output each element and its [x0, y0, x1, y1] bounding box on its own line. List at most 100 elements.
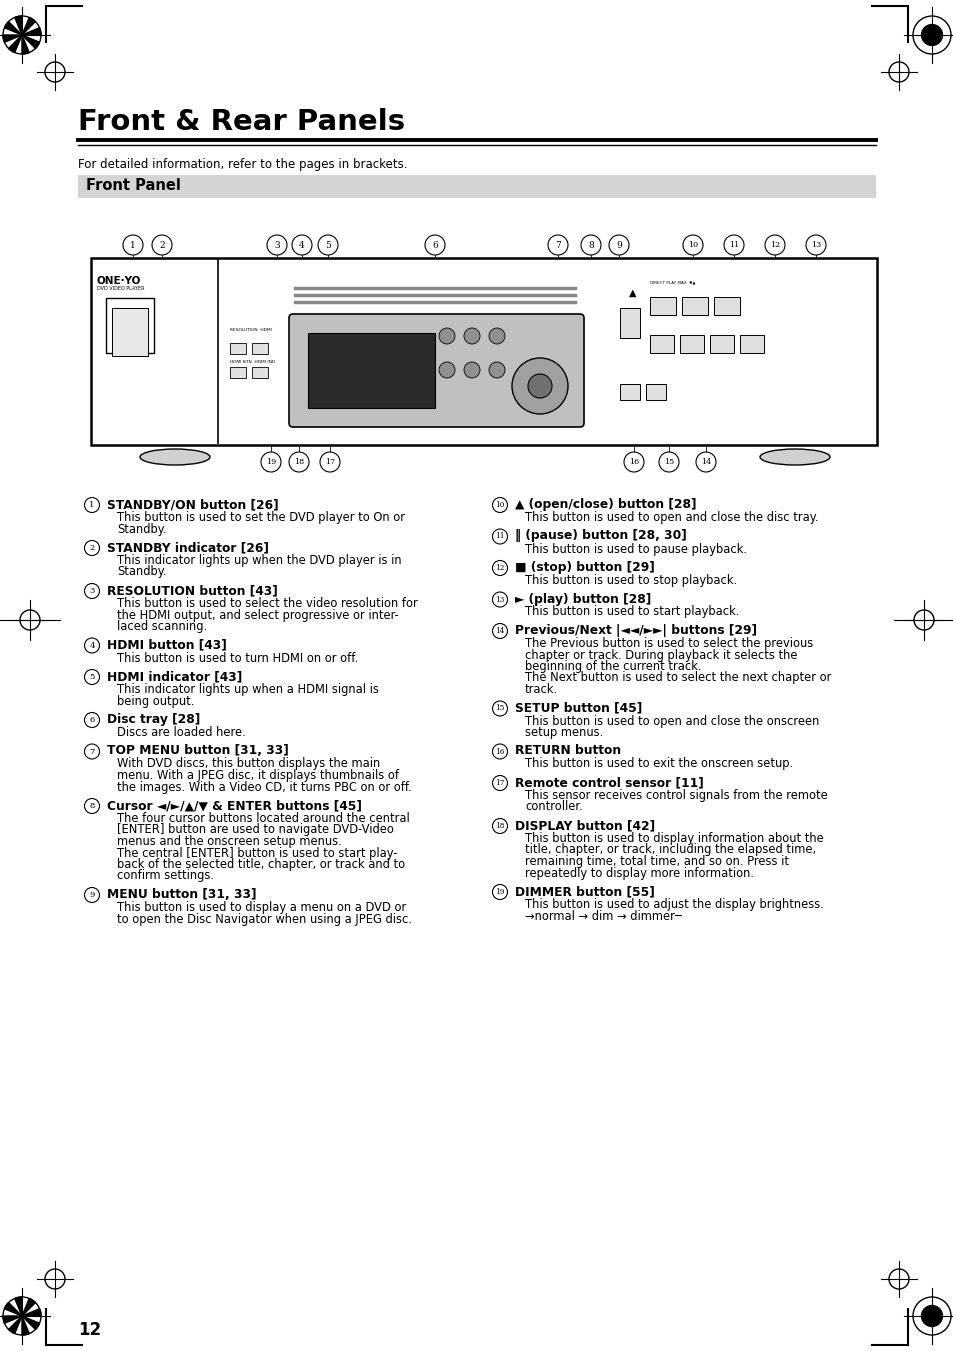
Wedge shape — [14, 16, 22, 35]
Text: ▲ (open/close) button [28]: ▲ (open/close) button [28] — [515, 499, 696, 511]
Bar — [252, 343, 268, 354]
Text: This button is used to display information about the: This button is used to display informati… — [524, 832, 822, 844]
Text: 16: 16 — [628, 458, 639, 466]
Text: →normal → dim → dimmer─: →normal → dim → dimmer─ — [524, 909, 681, 923]
Bar — [649, 335, 673, 353]
Text: 16: 16 — [495, 747, 504, 755]
Text: 12: 12 — [769, 240, 780, 249]
Text: 8: 8 — [587, 240, 594, 250]
Text: SETUP button [45]: SETUP button [45] — [515, 701, 641, 715]
Wedge shape — [3, 1316, 22, 1323]
Circle shape — [682, 235, 702, 255]
Circle shape — [85, 497, 99, 512]
Text: 12: 12 — [78, 1321, 101, 1339]
Text: This button is used to open and close the onscreen: This button is used to open and close th… — [524, 715, 819, 727]
Circle shape — [921, 1305, 942, 1327]
Text: Standby.: Standby. — [117, 566, 167, 578]
Circle shape — [292, 235, 312, 255]
Text: 17: 17 — [325, 458, 335, 466]
Bar — [106, 299, 153, 353]
Text: chapter or track. During playback it selects the: chapter or track. During playback it sel… — [524, 648, 797, 662]
Text: Previous/Next |◄◄/►►| buttons [29]: Previous/Next |◄◄/►►| buttons [29] — [515, 624, 757, 638]
Text: This button is used to pause playback.: This button is used to pause playback. — [524, 543, 746, 555]
Circle shape — [85, 638, 99, 653]
Circle shape — [123, 235, 143, 255]
Text: This indicator lights up when a HDMI signal is: This indicator lights up when a HDMI sig… — [117, 684, 378, 696]
Circle shape — [608, 235, 628, 255]
Text: The Previous button is used to select the previous: The Previous button is used to select th… — [524, 638, 812, 650]
Text: 19: 19 — [266, 458, 275, 466]
Circle shape — [438, 328, 455, 345]
Text: This button is used to open and close the disc tray.: This button is used to open and close th… — [524, 511, 818, 524]
Text: With DVD discs, this button displays the main: With DVD discs, this button displays the… — [117, 758, 380, 770]
Text: 4: 4 — [90, 642, 94, 650]
Bar — [645, 384, 665, 400]
Text: being output.: being output. — [117, 694, 194, 708]
Circle shape — [85, 712, 99, 727]
Bar — [308, 332, 435, 408]
Text: 5: 5 — [325, 240, 331, 250]
Bar — [112, 308, 148, 357]
Wedge shape — [9, 35, 22, 53]
Text: 7: 7 — [555, 240, 560, 250]
Circle shape — [463, 362, 479, 378]
Text: track.: track. — [524, 684, 558, 696]
Circle shape — [492, 497, 507, 512]
Bar — [649, 297, 676, 315]
Bar — [713, 297, 740, 315]
Text: HDMI button [43]: HDMI button [43] — [107, 639, 227, 651]
Text: This sensor receives control signals from the remote: This sensor receives control signals fro… — [524, 789, 827, 802]
Circle shape — [85, 540, 99, 555]
Text: 7: 7 — [90, 747, 94, 755]
Wedge shape — [22, 1316, 30, 1335]
Text: 14: 14 — [700, 458, 710, 466]
Text: Remote control sensor [11]: Remote control sensor [11] — [515, 775, 703, 789]
Circle shape — [85, 888, 99, 902]
Circle shape — [152, 235, 172, 255]
Text: RETURN button: RETURN button — [515, 744, 620, 758]
Text: 4: 4 — [299, 240, 305, 250]
Text: This button is used to select the video resolution for: This button is used to select the video … — [117, 597, 417, 611]
Bar — [740, 335, 763, 353]
Circle shape — [85, 798, 99, 813]
Text: HDMI indicator [43]: HDMI indicator [43] — [107, 670, 242, 684]
Circle shape — [424, 235, 444, 255]
Circle shape — [512, 358, 567, 413]
Bar — [679, 335, 703, 353]
Text: Disc tray [28]: Disc tray [28] — [107, 713, 200, 725]
Circle shape — [85, 744, 99, 759]
Text: back of the selected title, chapter, or track and to: back of the selected title, chapter, or … — [117, 858, 405, 871]
Text: DIMMER button [55]: DIMMER button [55] — [515, 885, 654, 898]
Text: TOP MENU button [31, 33]: TOP MENU button [31, 33] — [107, 744, 289, 758]
Text: ■ (stop) button [29]: ■ (stop) button [29] — [515, 561, 654, 574]
Text: This indicator lights up when the DVD player is in: This indicator lights up when the DVD pl… — [117, 554, 401, 567]
Text: to open the Disc Navigator when using a JPEG disc.: to open the Disc Navigator when using a … — [117, 912, 412, 925]
Wedge shape — [22, 28, 41, 35]
Text: Front & Rear Panels: Front & Rear Panels — [78, 108, 405, 136]
Circle shape — [463, 328, 479, 345]
Circle shape — [492, 561, 507, 576]
Text: Discs are loaded here.: Discs are loaded here. — [117, 725, 246, 739]
Text: 15: 15 — [495, 704, 504, 712]
Text: the images. With a Video CD, it turns PBC on or off.: the images. With a Video CD, it turns PB… — [117, 781, 412, 793]
Text: 14: 14 — [495, 627, 504, 635]
Circle shape — [492, 701, 507, 716]
Text: ▲: ▲ — [629, 288, 636, 299]
Wedge shape — [5, 22, 22, 35]
Bar — [252, 367, 268, 378]
Circle shape — [85, 670, 99, 685]
Bar — [619, 308, 639, 338]
Text: 6: 6 — [90, 716, 94, 724]
Text: the HDMI output, and select progressive or inter-: the HDMI output, and select progressive … — [117, 608, 398, 621]
Text: DISPLAY button [42]: DISPLAY button [42] — [515, 819, 655, 832]
Bar — [91, 258, 876, 444]
Circle shape — [764, 235, 784, 255]
Text: 10: 10 — [495, 501, 504, 509]
Text: title, chapter, or track, including the elapsed time,: title, chapter, or track, including the … — [524, 843, 815, 857]
Bar — [681, 297, 707, 315]
Text: For detailed information, refer to the pages in brackets.: For detailed information, refer to the p… — [78, 158, 407, 172]
Text: 18: 18 — [495, 821, 504, 830]
Text: 8: 8 — [90, 802, 94, 811]
Text: RESOLUTION  HDMI: RESOLUTION HDMI — [230, 328, 272, 332]
Text: 3: 3 — [274, 240, 279, 250]
